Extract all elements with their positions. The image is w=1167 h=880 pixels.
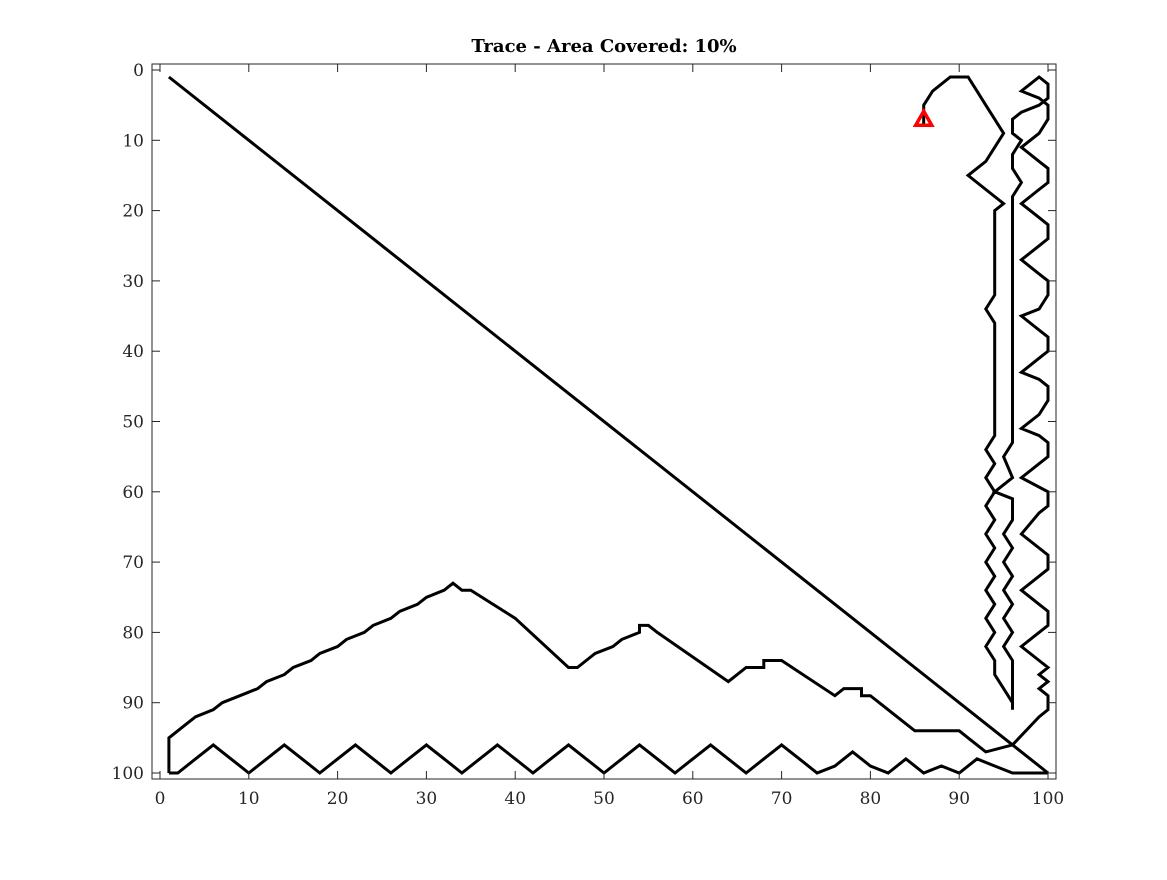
x-tick-label: 90 [948,789,970,809]
x-tick-label: 100 [1032,789,1064,809]
x-tick-label: 80 [860,789,882,809]
chart-title: Trace - Area Covered: 10% [471,36,736,57]
marker-layer [912,107,935,127]
x-tick-label: 0 [155,789,166,809]
y-tick-label: 10 [122,131,144,151]
axis-layer: 0 10 20 30 40 50 60 70 80 90 100 0 10 20 30 40 50 60 70 80 9… [112,61,1065,809]
y-tick-label: 40 [122,342,144,362]
x-tick-label: 10 [238,789,260,809]
y-tick-label: 80 [122,623,144,643]
x-tick-label: 50 [593,789,615,809]
y-tick-label: 20 [122,202,144,222]
x-tick-label: 40 [504,789,526,809]
x-tick-label: 30 [416,789,438,809]
y-tick-label: 70 [122,553,144,573]
trace-series-2 [167,75,1049,775]
y-tick-label: 100 [112,764,144,784]
series-layer [167,75,1051,775]
trace-series-3 [168,742,1048,775]
trace-series-1 [167,75,1051,773]
x-tick-label: 70 [771,789,793,809]
y-tick-label: 30 [122,272,144,292]
y-tick-label: 60 [122,483,144,503]
position-marker-triangle [912,107,935,127]
x-tick-label: 20 [327,789,349,809]
y-tick-label: 90 [122,694,144,714]
x-tick-label: 60 [682,789,704,809]
y-tick-label: 0 [133,61,144,81]
y-tick-label: 50 [122,413,144,433]
